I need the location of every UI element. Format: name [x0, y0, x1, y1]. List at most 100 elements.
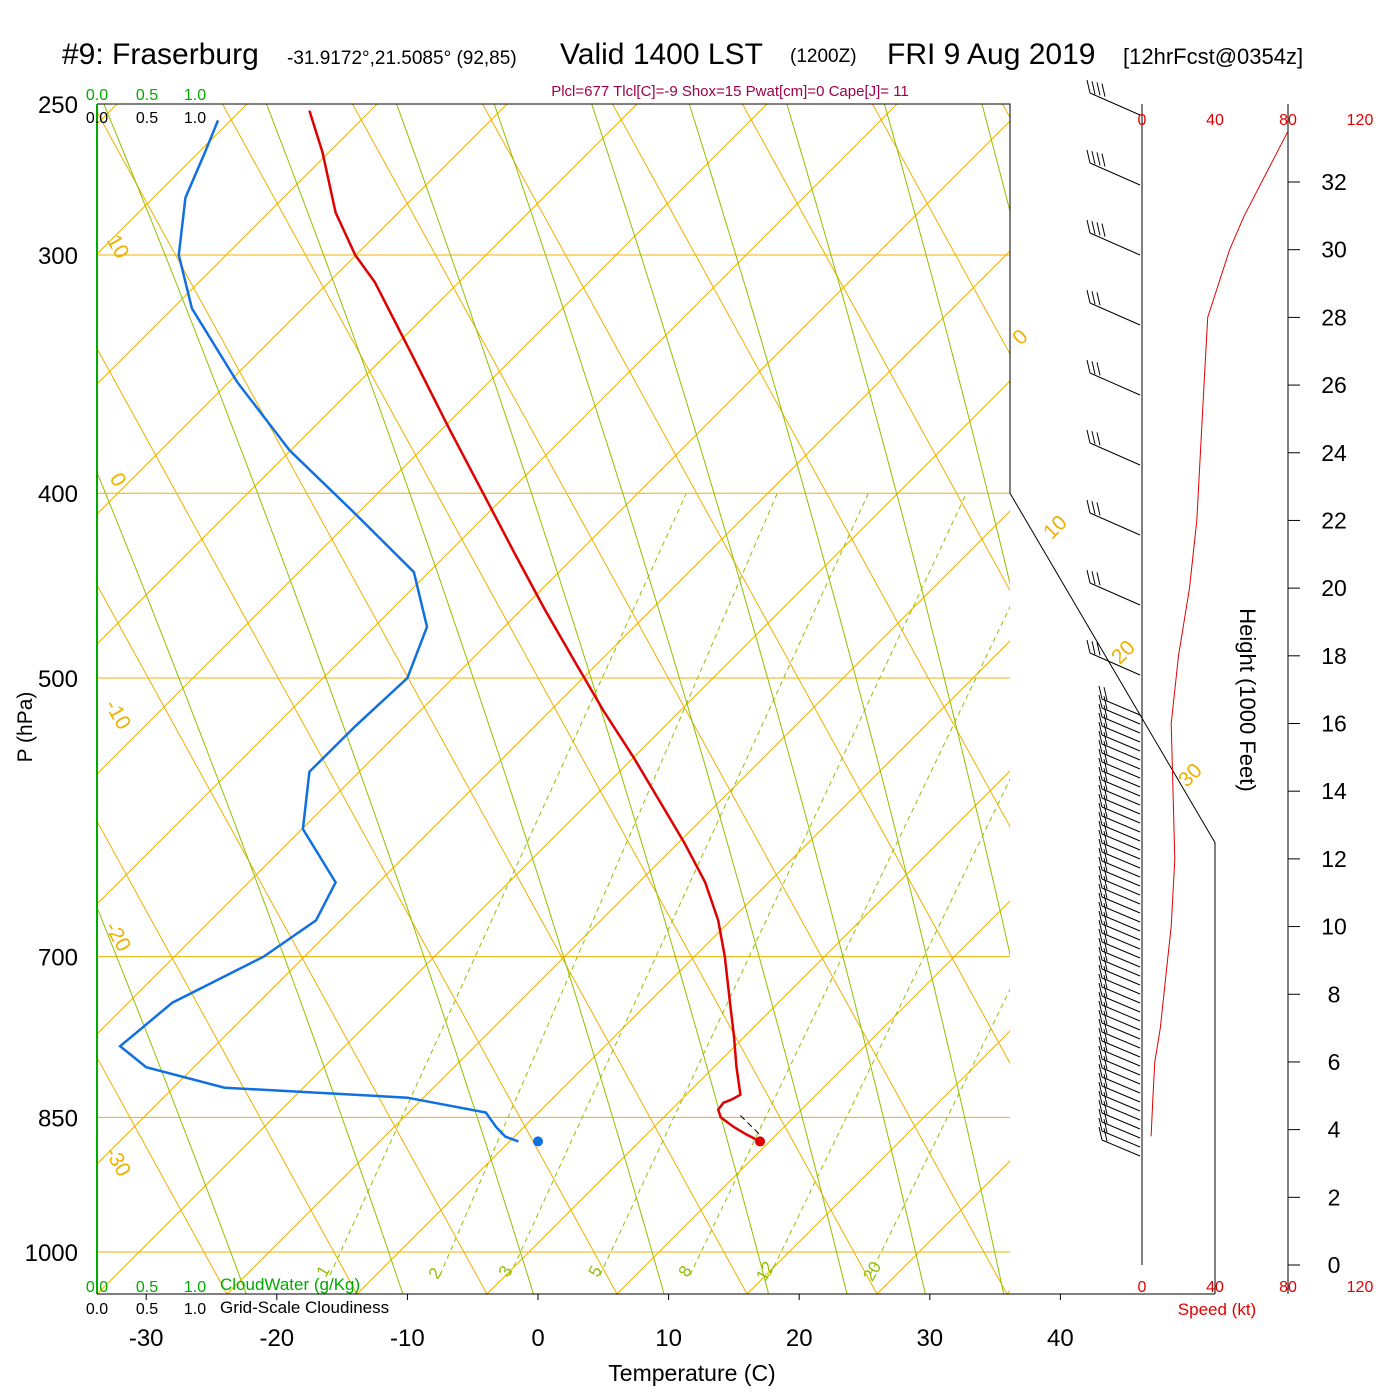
wind-barb-flag — [1098, 829, 1103, 844]
wind-barb-flag — [1098, 1108, 1103, 1123]
height-tick-label: 8 — [1328, 981, 1341, 1007]
wind-barb — [1086, 79, 1141, 116]
wind-barb-flag — [1086, 289, 1091, 304]
temperature-tick-label: 20 — [786, 1325, 813, 1352]
wind-barb-flag — [1098, 1090, 1103, 1105]
isotherm-line — [97, 104, 638, 645]
isotherm-line — [97, 380, 1010, 1294]
wind-barb-flag — [1103, 1038, 1108, 1052]
wind-barb-staff — [1089, 372, 1141, 396]
wind-barb-staff — [1101, 716, 1141, 734]
wind-barb-flag — [1098, 1126, 1103, 1141]
wind-barb-flag — [1101, 223, 1106, 237]
surface-temperature-dot — [755, 1136, 766, 1147]
wind-barb — [1086, 289, 1141, 326]
wind-barb — [1098, 865, 1141, 896]
wind-barb-flag — [1103, 1002, 1108, 1016]
wind-barb-flag — [1086, 149, 1091, 164]
wind-barb — [1098, 820, 1141, 851]
mixing-ratio-line — [509, 493, 869, 1276]
wind-barb — [1098, 721, 1141, 752]
speed-bottom-tick: 40 — [1206, 1279, 1224, 1296]
wind-barb-staff — [1101, 725, 1141, 743]
isotherm-line — [876, 1160, 1010, 1294]
isotherm-line — [97, 120, 1010, 1035]
wind-barb-staff — [1101, 734, 1141, 752]
pressure-tick-label: 1000 — [25, 1240, 78, 1267]
wind-barb-flag — [1103, 885, 1108, 899]
height-tick-label: 10 — [1321, 914, 1347, 940]
wind-barb-flag — [1098, 730, 1103, 745]
speed-top-tick: 0 — [1138, 112, 1147, 129]
moist-adiabat-line — [266, 104, 665, 1294]
wind-barb — [1098, 1072, 1141, 1103]
dry-adiabat-line — [1002, 104, 1010, 119]
wind-barb — [1098, 766, 1141, 797]
isotherm-line — [356, 640, 1010, 1294]
wind-barb-flag — [1098, 1063, 1103, 1078]
wind-barb — [1098, 1081, 1141, 1112]
wind-barb-flag — [1098, 865, 1103, 880]
cloudwater-bottom-tick: 1.0 — [184, 1279, 206, 1296]
temperature-tick-label: 10 — [655, 1325, 682, 1352]
temperature-tick-label: -30 — [129, 1325, 164, 1352]
wind-barb-flag — [1103, 1101, 1108, 1115]
cloudiness-top-tick: 0.0 — [86, 110, 108, 127]
cloudiness-top-tick: 1.0 — [184, 110, 206, 127]
isotherm-line — [746, 1030, 1010, 1294]
wind-barb-flag — [1098, 712, 1103, 727]
mixing-ratio-line — [689, 605, 1010, 1276]
wind-barb-flag — [1101, 83, 1106, 97]
wind-barb-flag — [1098, 910, 1103, 925]
wind-barb-flag — [1091, 431, 1096, 445]
wind-barb — [1086, 149, 1141, 186]
temperature-profile — [308, 110, 761, 1143]
height-tick-label: 30 — [1321, 237, 1347, 263]
wind-barb — [1098, 784, 1141, 815]
wind-barb-staff — [1101, 977, 1141, 995]
wind-barb-flag — [1103, 984, 1108, 998]
wind-barb — [1098, 712, 1141, 743]
speed-bottom-tick: 80 — [1279, 1279, 1297, 1296]
pressure-tick-label: 250 — [38, 92, 78, 119]
wind-barb-flag — [1103, 768, 1108, 782]
wind-barb-flag — [1103, 849, 1108, 863]
wind-barb-staff — [1101, 815, 1141, 833]
cloudwater-bottom-tick: 0.5 — [136, 1279, 158, 1296]
wind-barb — [1098, 1018, 1141, 1049]
wind-barb-flag — [1098, 766, 1103, 781]
wind-barb — [1098, 847, 1141, 878]
wind-barb-flag — [1098, 928, 1103, 943]
y-axis-label: P (hPa) — [14, 692, 37, 763]
height-tick-label: 22 — [1321, 507, 1347, 533]
wind-barb-flag — [1098, 1036, 1103, 1051]
wind-barb — [1098, 1126, 1141, 1157]
mixing-ratio-label: 5 — [585, 1262, 606, 1280]
wind-barb — [1098, 1117, 1141, 1148]
wind-barb-flag — [1103, 1011, 1108, 1025]
wind-barb-staff — [1101, 1013, 1141, 1031]
wind-barb-staff — [1101, 842, 1141, 860]
speed-top-tick: 40 — [1206, 112, 1224, 129]
wind-barb-flag — [1098, 1099, 1103, 1114]
wind-barb-flag — [1091, 151, 1096, 165]
x-axis-label: Temperature (C) — [608, 1360, 775, 1386]
wind-barb-flag — [1098, 1081, 1103, 1096]
station-coords: -31.9172°,21.5085° (92,85) — [287, 48, 517, 69]
forecast-label: [12hrFcst@0354z] — [1123, 44, 1304, 69]
moist-adiabat-line — [97, 906, 247, 1294]
wind-barb — [1098, 703, 1141, 734]
mixing-ratio-label: 8 — [675, 1262, 696, 1280]
mixing-ratio-line — [329, 493, 687, 1276]
height-tick-label: 16 — [1321, 711, 1347, 737]
isotherm-line — [1006, 1290, 1010, 1294]
wind-barb-flag — [1086, 569, 1091, 584]
wind-barb-flag — [1103, 831, 1108, 845]
valid-time: Valid 1400 LST — [560, 38, 763, 71]
cloudwater-label: CloudWater (g/Kg) — [220, 1275, 360, 1294]
wind-barb-staff — [1089, 232, 1141, 256]
wind-barb-staff — [1101, 698, 1141, 716]
dry-adiabat-line — [1133, 104, 1400, 1294]
wind-barb — [1098, 973, 1141, 1004]
wind-barb-staff — [1089, 582, 1141, 606]
